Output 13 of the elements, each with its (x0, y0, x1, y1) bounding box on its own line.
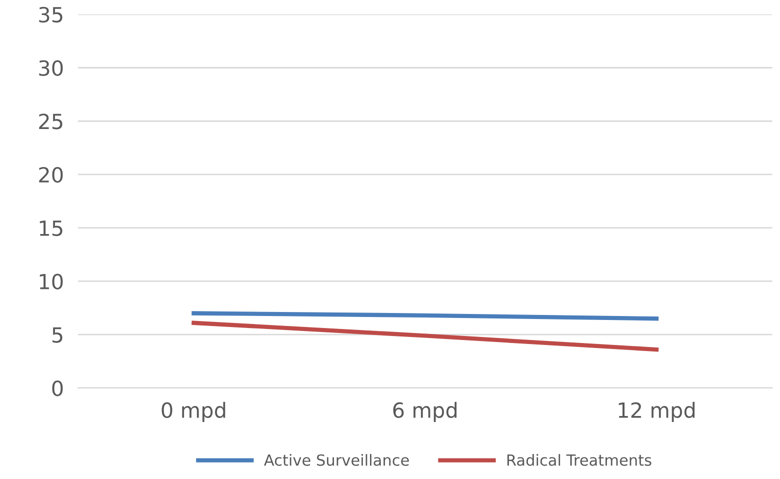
y-tick-label: 10 (40, 274, 63, 290)
y-tick-label: 0 (52, 380, 63, 396)
y-tick-label: 15 (40, 220, 62, 236)
y-tick-label: 5 (52, 327, 62, 343)
y-tick-label: 25 (39, 114, 62, 130)
y-tick-label: 35 (39, 6, 62, 23)
y-tick-label: 30 (39, 60, 63, 76)
y-tick-label: 20 (39, 166, 63, 183)
x-tick-label: 0 mpd (162, 402, 226, 422)
x-tick-label: 12 mpd (618, 402, 695, 422)
legend-label: Active Surveillance (264, 454, 409, 466)
legend-label: Radical Treatments (507, 454, 652, 466)
x-tick-label: 6 mpd (393, 402, 457, 422)
